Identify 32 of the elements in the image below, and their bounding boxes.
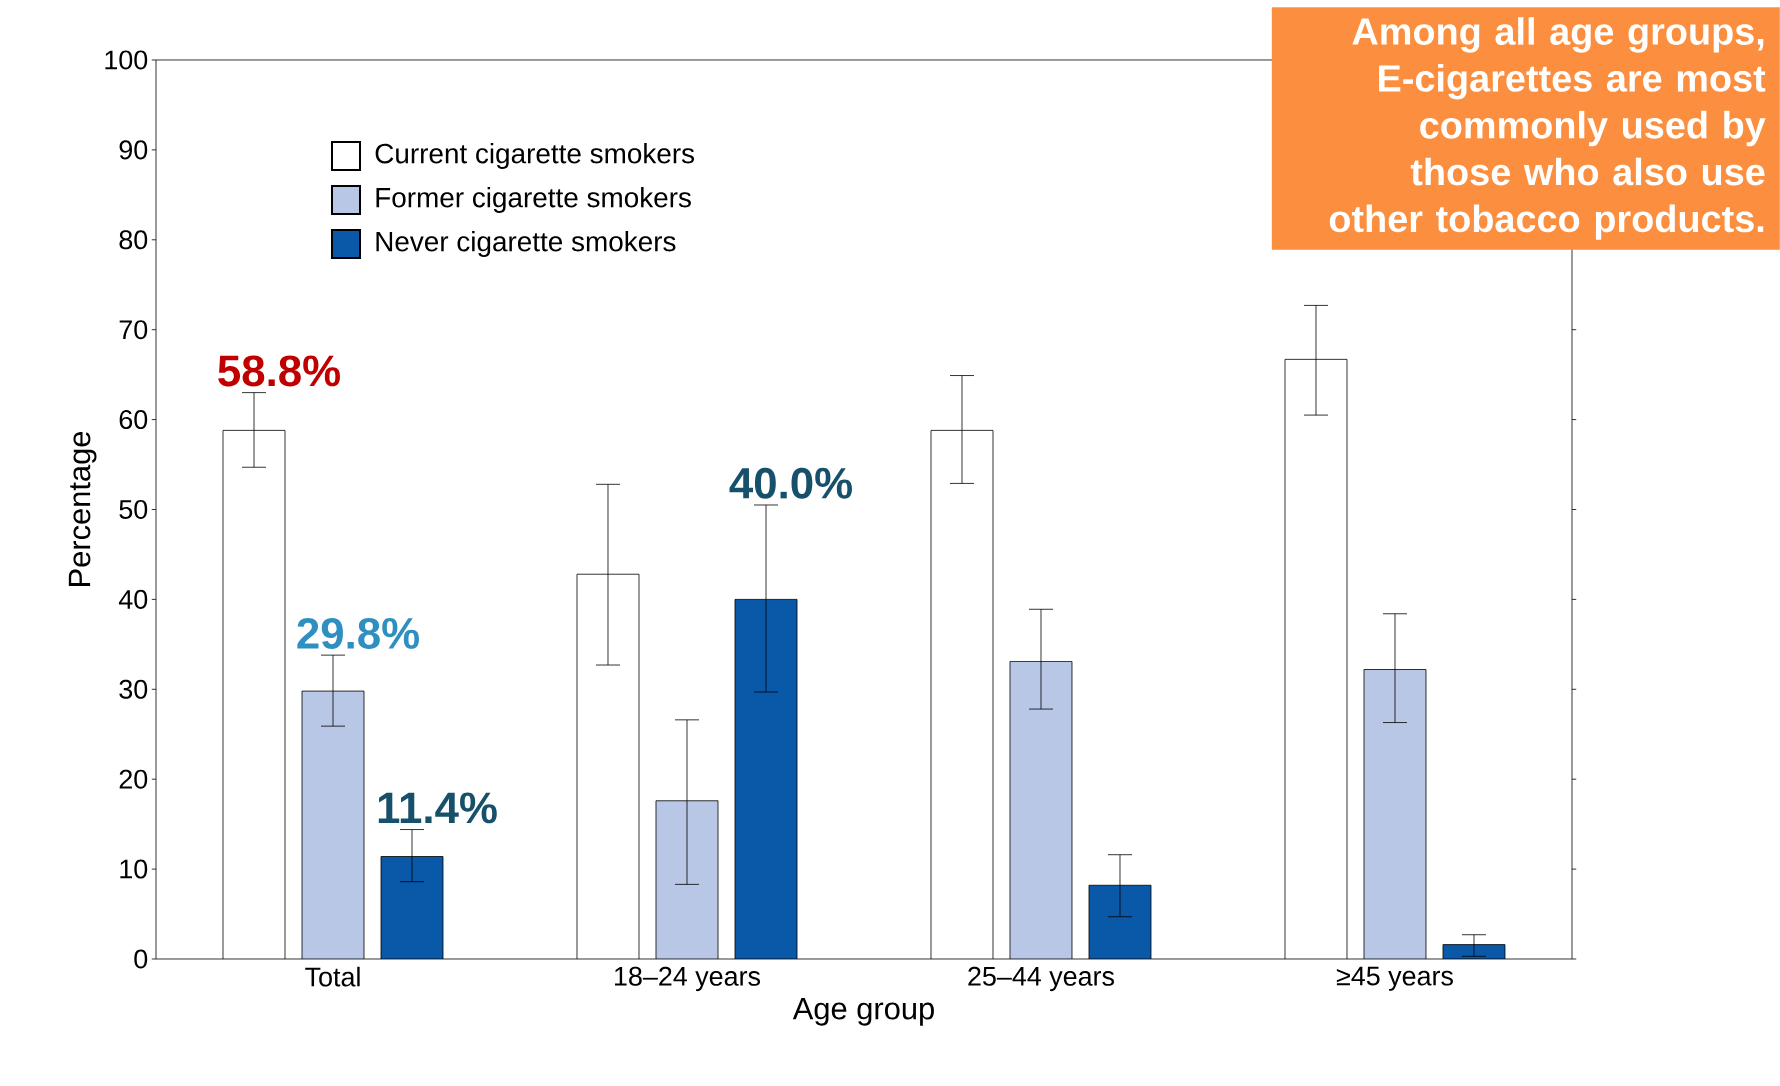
y-tick-label: 70 [119,320,148,340]
legend-label: Former cigarette smokers [376,187,691,213]
y-axis-title: Percentage [68,431,97,586]
bar [734,598,798,959]
legend-label: Current cigarette smokers [375,143,695,169]
bar [1442,944,1506,959]
y-tick-label: 100 [105,50,148,70]
x-tick-label: ≥45 years [1336,966,1453,991]
y-tick-label: 10 [120,859,148,879]
data-label: 58.8% [218,355,340,387]
bar [1009,661,1073,959]
annotation: Among all age groups, E-cigarettes are most commonly used by those who also use other tobacco products. [1329,17,1766,240]
data-label: 29.8% [297,617,419,649]
x-tick-label: 25–44 years [968,966,1114,992]
y-tick-label: 0 [134,949,148,969]
y-tick-label: 80 [119,230,148,250]
legend-label: Never cigarette smokers [376,231,676,257]
y-tick-label: 60 [119,410,148,430]
y-tick-label: 40 [118,589,148,609]
bar [1088,884,1152,959]
data-label: 11.4% [378,792,497,824]
bar [301,690,365,959]
y-tick-label: 30 [119,679,148,699]
x-axis-title: Age group [792,997,934,1026]
y-tick-label: 20 [119,769,148,789]
x-tick-label: Total [305,966,360,987]
y-tick-label: 50 [119,499,148,520]
x-tick-label: 18–24 years [615,966,761,992]
bar [1363,669,1427,959]
bar [380,856,444,959]
data-label: 40.0% [729,467,852,499]
y-tick-label: 90 [119,140,148,160]
